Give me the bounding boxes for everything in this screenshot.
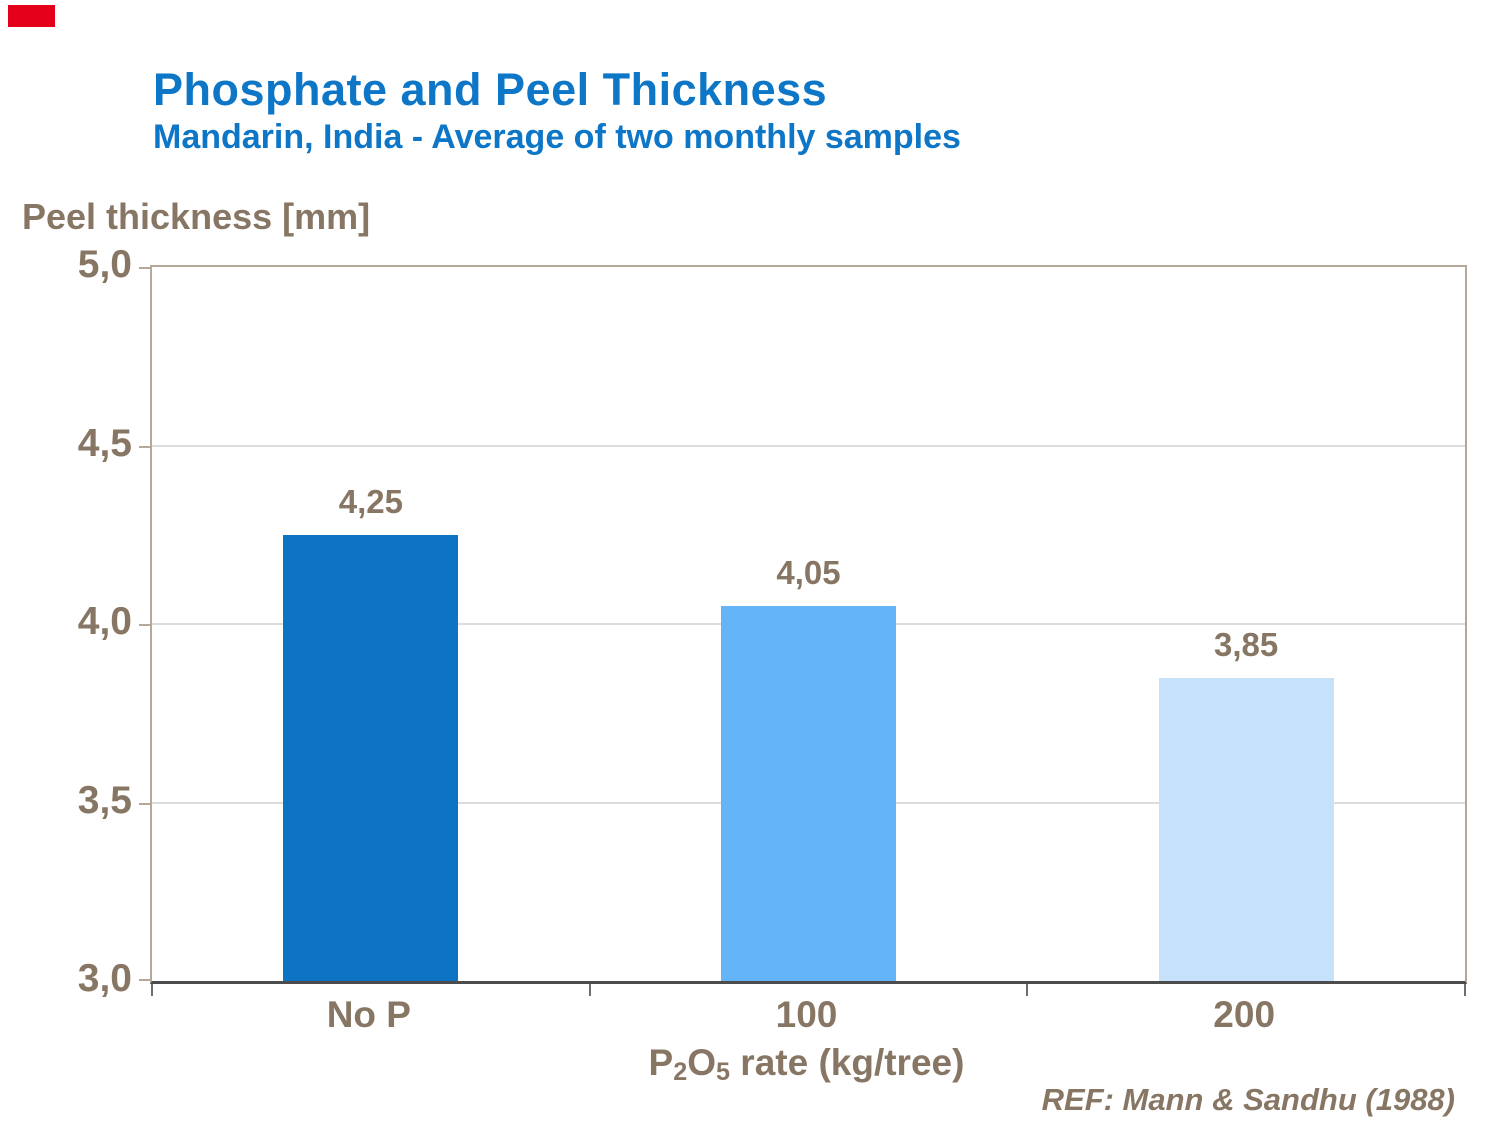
x-tick-mark: [1026, 984, 1029, 996]
x-tick-mark: [1464, 984, 1466, 996]
x-tick-mark: [151, 984, 153, 996]
x-axis-title-p: P: [648, 1042, 674, 1083]
chart-subtitle: Mandarin, India - Average of two monthly…: [153, 118, 961, 156]
y-tick-mark: [139, 802, 152, 805]
x-tick-label: 200: [1213, 994, 1276, 1035]
bar-no-p: [283, 534, 459, 981]
x-axis-title-rest: rate (kg/tree): [730, 1042, 965, 1083]
bar-200: [1158, 677, 1334, 981]
reference-note: REF: Mann & Sandhu (1988): [1041, 1082, 1455, 1117]
y-tick-label: 3,0: [77, 957, 132, 1000]
y-tick-label: 5,0: [77, 243, 132, 286]
x-axis-title-sub5: 5: [716, 1058, 731, 1087]
plot-area: 4,25 4,05 3,85: [139, 265, 1467, 996]
x-axis-title-sub2: 2: [673, 1058, 688, 1087]
bar-value-label: 3,85: [1214, 625, 1279, 663]
bar-100: [721, 606, 896, 981]
y-tick-label: 3,5: [77, 778, 132, 822]
gridline: [152, 444, 1465, 447]
x-tick-labels: No P 100 200: [150, 994, 1463, 1038]
x-tick-label: 100: [775, 994, 838, 1035]
bar-value-label: 4,25: [338, 482, 403, 520]
y-tick-mark: [139, 979, 152, 981]
y-tick-mark: [139, 624, 152, 626]
x-tick-label: No P: [326, 994, 411, 1035]
bar-value-label: 4,05: [776, 554, 841, 592]
chart-title: Phosphate and Peel Thickness: [153, 64, 828, 115]
y-tick-mark: [139, 267, 152, 269]
y-tick-label: 4,0: [77, 600, 132, 643]
y-tick-label: 4,5: [77, 421, 132, 465]
corner-red-mark: [8, 5, 55, 27]
y-axis-title: Peel thickness [mm]: [22, 196, 371, 237]
y-tick-mark: [139, 445, 152, 448]
x-axis-title: P2O5 rate (kg/tree): [150, 1042, 1463, 1087]
x-axis-title-o: O: [687, 1042, 717, 1083]
x-tick-mark: [588, 984, 591, 996]
y-tick-labels: 3,0 3,5 4,0 4,5 5,0: [0, 243, 138, 1000]
